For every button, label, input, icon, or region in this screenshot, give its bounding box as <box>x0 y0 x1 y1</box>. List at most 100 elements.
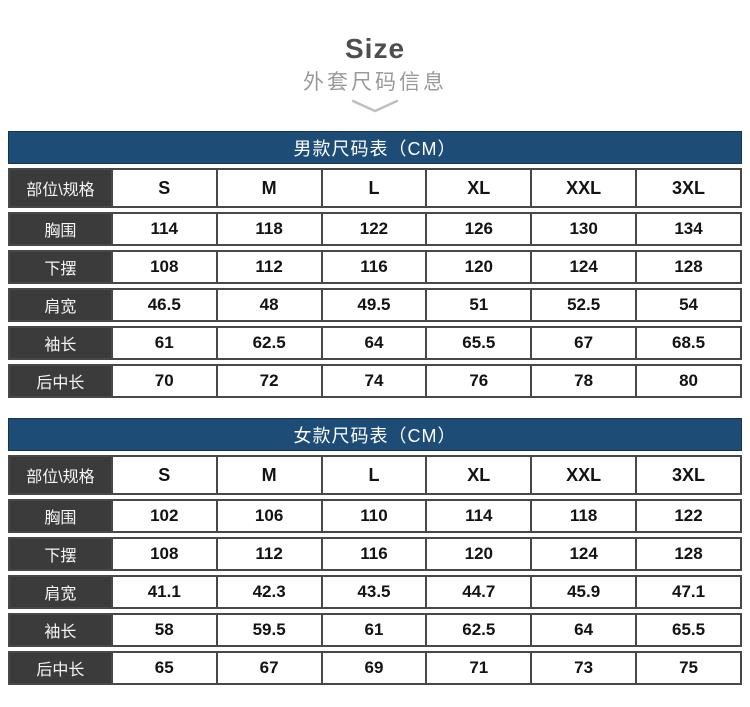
corner-header-cell: 部位\规格 <box>8 168 113 208</box>
value-cell: 62.5 <box>427 613 533 647</box>
men-table-title-bar: 男款尺码表（CM） <box>8 131 742 164</box>
value-cell: 58 <box>112 613 218 647</box>
women-table-title-bar: 女款尺码表（CM） <box>8 418 742 451</box>
value-cell: 118 <box>217 212 323 246</box>
row-label-cell: 下摆 <box>8 250 113 284</box>
men-header-row: 部位\规格 S M L XL XXL 3XL <box>8 168 742 208</box>
men-chest-row: 胸围 114 118 122 126 130 134 <box>8 212 742 246</box>
size-header-cell: L <box>322 168 428 208</box>
men-sleeve-row: 袖长 61 62.5 64 65.5 67 68.5 <box>8 326 742 360</box>
value-cell: 124 <box>532 537 638 571</box>
value-cell: 120 <box>427 250 533 284</box>
row-label-cell: 后中长 <box>8 651 113 685</box>
value-cell: 75 <box>637 651 742 685</box>
value-cell: 62.5 <box>217 326 323 360</box>
value-cell: 59.5 <box>217 613 323 647</box>
value-cell: 67 <box>217 651 323 685</box>
value-cell: 69 <box>322 651 428 685</box>
value-cell: 134 <box>637 212 742 246</box>
value-cell: 128 <box>637 537 742 571</box>
size-header-cell: 3XL <box>637 455 742 495</box>
value-cell: 54 <box>637 288 742 322</box>
size-header-cell: S <box>112 168 218 208</box>
size-header-cell: XXL <box>532 455 638 495</box>
men-size-table: 男款尺码表（CM） 部位\规格 S M L XL XXL 3XL 胸围 114 … <box>8 131 742 402</box>
value-cell: 48 <box>217 288 323 322</box>
women-size-grid: 部位\规格 S M L XL XXL 3XL 胸围 102 106 110 11… <box>8 451 742 689</box>
value-cell: 74 <box>322 364 428 398</box>
value-cell: 116 <box>322 537 428 571</box>
row-label-cell: 袖长 <box>8 326 113 360</box>
value-cell: 80 <box>637 364 742 398</box>
value-cell: 122 <box>322 212 428 246</box>
women-sleeve-row: 袖长 58 59.5 61 62.5 64 65.5 <box>8 613 742 647</box>
value-cell: 126 <box>427 212 533 246</box>
value-cell: 73 <box>532 651 638 685</box>
value-cell: 51 <box>427 288 533 322</box>
size-header-cell: M <box>217 168 323 208</box>
row-label-cell: 袖长 <box>8 613 113 647</box>
value-cell: 102 <box>112 499 218 533</box>
value-cell: 114 <box>427 499 533 533</box>
row-label-cell: 肩宽 <box>8 575 113 609</box>
value-cell: 61 <box>112 326 218 360</box>
value-cell: 43.5 <box>322 575 428 609</box>
value-cell: 45.9 <box>532 575 638 609</box>
men-hem-row: 下摆 108 112 116 120 124 128 <box>8 250 742 284</box>
row-label-cell: 胸围 <box>8 212 113 246</box>
size-header-cell: XXL <box>532 168 638 208</box>
women-chest-row: 胸围 102 106 110 114 118 122 <box>8 499 742 533</box>
row-label-cell: 后中长 <box>8 364 113 398</box>
men-table-title: 男款尺码表（CM） <box>293 138 457 159</box>
value-cell: 44.7 <box>427 575 533 609</box>
women-table-title: 女款尺码表（CM） <box>293 425 457 446</box>
value-cell: 108 <box>112 250 218 284</box>
value-cell: 46.5 <box>112 288 218 322</box>
corner-header-cell: 部位\规格 <box>8 455 113 495</box>
value-cell: 68.5 <box>637 326 742 360</box>
value-cell: 118 <box>532 499 638 533</box>
row-label-cell: 肩宽 <box>8 288 113 322</box>
size-header-section: Size 外套尺码信息 <box>0 0 750 117</box>
value-cell: 110 <box>322 499 428 533</box>
value-cell: 70 <box>112 364 218 398</box>
women-header-row: 部位\规格 S M L XL XXL 3XL <box>8 455 742 495</box>
value-cell: 64 <box>322 326 428 360</box>
size-header-cell: 3XL <box>637 168 742 208</box>
value-cell: 47.1 <box>637 575 742 609</box>
women-size-table: 女款尺码表（CM） 部位\规格 S M L XL XXL 3XL 胸围 102 … <box>8 418 742 689</box>
women-hem-row: 下摆 108 112 116 120 124 128 <box>8 537 742 571</box>
men-size-grid: 部位\规格 S M L XL XXL 3XL 胸围 114 118 122 12… <box>8 164 742 402</box>
page-title: Size <box>344 33 406 64</box>
row-label-cell: 下摆 <box>8 537 113 571</box>
value-cell: 65.5 <box>427 326 533 360</box>
men-shoulder-row: 肩宽 46.5 48 49.5 51 52.5 54 <box>8 288 742 322</box>
chevron-down-icon <box>0 99 750 117</box>
size-header-cell: M <box>217 455 323 495</box>
value-cell: 122 <box>637 499 742 533</box>
value-cell: 112 <box>217 250 323 284</box>
value-cell: 106 <box>217 499 323 533</box>
size-header-cell: S <box>112 455 218 495</box>
size-header-cell: L <box>322 455 428 495</box>
size-header-cell: XL <box>427 455 533 495</box>
value-cell: 76 <box>427 364 533 398</box>
size-header-cell: XL <box>427 168 533 208</box>
value-cell: 128 <box>637 250 742 284</box>
value-cell: 112 <box>217 537 323 571</box>
value-cell: 52.5 <box>532 288 638 322</box>
value-cell: 61 <box>322 613 428 647</box>
men-backlength-row: 后中长 70 72 74 76 78 80 <box>8 364 742 398</box>
value-cell: 65.5 <box>637 613 742 647</box>
value-cell: 114 <box>112 212 218 246</box>
value-cell: 67 <box>532 326 638 360</box>
value-cell: 120 <box>427 537 533 571</box>
value-cell: 71 <box>427 651 533 685</box>
value-cell: 65 <box>112 651 218 685</box>
value-cell: 41.1 <box>112 575 218 609</box>
women-shoulder-row: 肩宽 41.1 42.3 43.5 44.7 45.9 47.1 <box>8 575 742 609</box>
value-cell: 64 <box>532 613 638 647</box>
value-cell: 49.5 <box>322 288 428 322</box>
value-cell: 108 <box>112 537 218 571</box>
